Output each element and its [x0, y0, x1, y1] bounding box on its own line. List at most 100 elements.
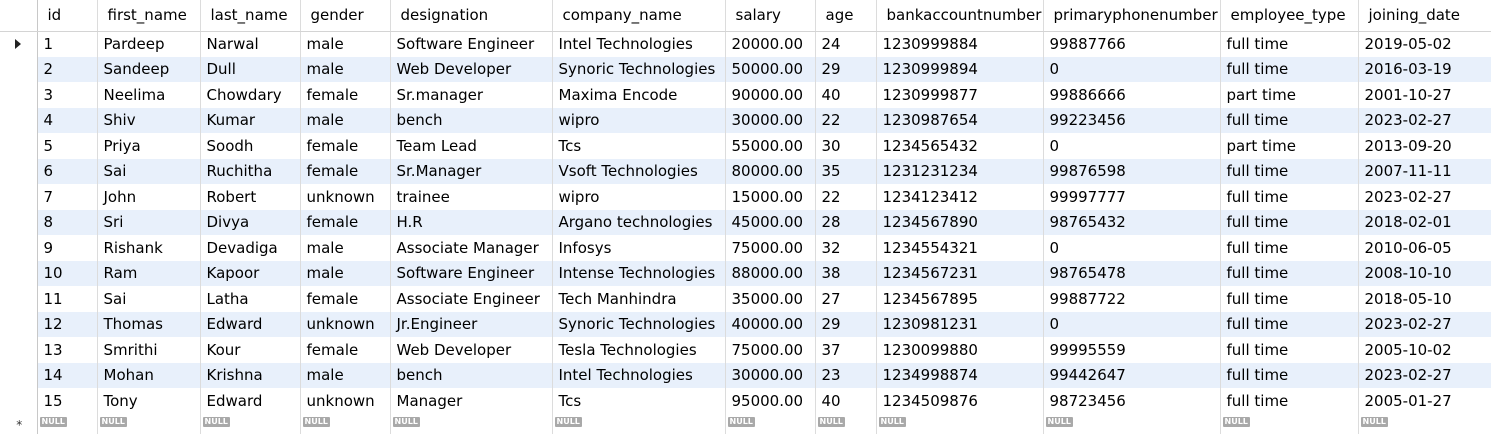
cell-primaryphonenumber[interactable]: 0 [1043, 56, 1221, 82]
cell-bankaccountnumber[interactable]: 1234567231 [876, 260, 1044, 286]
cell-last-name[interactable]: Soodh [200, 133, 301, 159]
cell-designation[interactable]: H.R [390, 209, 553, 235]
cell-first-name[interactable]: Sai [97, 286, 201, 312]
cell-bankaccountnumber[interactable]: 1231231234 [876, 158, 1044, 184]
cell-age[interactable]: 35 [815, 158, 877, 184]
row-selector[interactable] [0, 286, 38, 312]
cell-first-name[interactable]: Smrithi [97, 337, 201, 363]
cell-id[interactable]: 1 [37, 31, 98, 57]
cell-salary[interactable]: 90000.00 [725, 82, 816, 108]
cell-last-name[interactable]: Narwal [200, 31, 301, 57]
cell-id[interactable]: 4 [37, 107, 98, 133]
cell-age[interactable]: 29 [815, 56, 877, 82]
new-cell-age[interactable]: NULL [815, 413, 877, 434]
cell-bankaccountnumber[interactable]: 1230987654 [876, 107, 1044, 133]
new-cell-joining-date[interactable]: NULL [1358, 413, 1491, 434]
cell-first-name[interactable]: Thomas [97, 311, 201, 337]
cell-designation[interactable]: Sr.manager [390, 82, 553, 108]
cell-company-name[interactable]: wipro [552, 107, 726, 133]
cell-age[interactable]: 27 [815, 286, 877, 312]
table-row[interactable]: 15 Tony Edward unknown Manager Tcs 95000.00 40 1… [0, 388, 1491, 414]
new-cell-salary[interactable]: NULL [725, 413, 816, 434]
cell-gender[interactable]: male [300, 107, 391, 133]
cell-bankaccountnumber[interactable]: 1234565432 [876, 133, 1044, 159]
cell-company-name[interactable]: Tesla Technologies [552, 337, 726, 363]
cell-gender[interactable]: female [300, 82, 391, 108]
new-row[interactable]: * NULL NULL NULL NULL NULL NULL NULL NULL NULL NUL… [0, 413, 1491, 434]
cell-employee-type[interactable]: full time [1220, 107, 1359, 133]
new-cell-first-name[interactable]: NULL [97, 413, 201, 434]
table-row[interactable]: 9 Rishank Devadiga male Associate Manager Inf… [0, 235, 1491, 261]
table-row[interactable]: 3 Neelima Chowdary female Sr.manager Maxima E… [0, 82, 1491, 108]
column-header-last-name[interactable]: last_name [200, 0, 301, 32]
cell-first-name[interactable]: Ram [97, 260, 201, 286]
cell-age[interactable]: 22 [815, 107, 877, 133]
cell-designation[interactable]: Jr.Engineer [390, 311, 553, 337]
cell-salary[interactable]: 50000.00 [725, 56, 816, 82]
cell-primaryphonenumber[interactable]: 99876598 [1043, 158, 1221, 184]
cell-primaryphonenumber[interactable]: 98765432 [1043, 209, 1221, 235]
cell-id[interactable]: 8 [37, 209, 98, 235]
column-header-designation[interactable]: designation [390, 0, 553, 32]
cell-age[interactable]: 22 [815, 184, 877, 210]
cell-company-name[interactable]: Intel Technologies [552, 31, 726, 57]
cell-age[interactable]: 37 [815, 337, 877, 363]
cell-id[interactable]: 9 [37, 235, 98, 261]
cell-employee-type[interactable]: part time [1220, 82, 1359, 108]
column-header-primaryphonenumber[interactable]: primaryphonenumber [1043, 0, 1221, 32]
cell-salary[interactable]: 45000.00 [725, 209, 816, 235]
cell-bankaccountnumber[interactable]: 1234509876 [876, 388, 1044, 414]
cell-first-name[interactable]: Pardeep [97, 31, 201, 57]
cell-employee-type[interactable]: full time [1220, 362, 1359, 388]
cell-employee-type[interactable]: full time [1220, 184, 1359, 210]
cell-id[interactable]: 12 [37, 311, 98, 337]
cell-gender[interactable]: female [300, 209, 391, 235]
cell-id[interactable]: 15 [37, 388, 98, 414]
cell-employee-type[interactable]: full time [1220, 337, 1359, 363]
cell-first-name[interactable]: Rishank [97, 235, 201, 261]
table-row[interactable]: 10 Ram Kapoor male Software Engineer Intense … [0, 260, 1491, 286]
cell-first-name[interactable]: Neelima [97, 82, 201, 108]
cell-gender[interactable]: unknown [300, 184, 391, 210]
table-row[interactable]: 2 Sandeep Dull male Web Developer Synoric Tec… [0, 56, 1491, 82]
cell-joining-date[interactable]: 2018-05-10 [1358, 286, 1491, 312]
cell-last-name[interactable]: Kour [200, 337, 301, 363]
cell-joining-date[interactable]: 2005-10-02 [1358, 337, 1491, 363]
row-selector[interactable] [0, 82, 38, 108]
table-row[interactable]: 1 Pardeep Narwal male Software Engineer Intel… [0, 31, 1491, 57]
row-selector[interactable] [0, 362, 38, 388]
row-selector-header[interactable] [0, 0, 38, 32]
cell-employee-type[interactable]: part time [1220, 133, 1359, 159]
column-header-bankaccountnumber[interactable]: bankaccountnumber [876, 0, 1044, 32]
table-row[interactable]: 13 Smrithi Kour female Web Developer Tesla Te… [0, 337, 1491, 363]
cell-last-name[interactable]: Ruchitha [200, 158, 301, 184]
cell-company-name[interactable]: Infosys [552, 235, 726, 261]
cell-age[interactable]: 30 [815, 133, 877, 159]
cell-id[interactable]: 6 [37, 158, 98, 184]
cell-primaryphonenumber[interactable]: 98723456 [1043, 388, 1221, 414]
cell-designation[interactable]: Manager [390, 388, 553, 414]
table-row[interactable]: 7 John Robert unknown trainee wipro 15000.00 22… [0, 184, 1491, 210]
cell-bankaccountnumber[interactable]: 1234998874 [876, 362, 1044, 388]
cell-salary[interactable]: 80000.00 [725, 158, 816, 184]
cell-salary[interactable]: 20000.00 [725, 31, 816, 57]
new-cell-company-name[interactable]: NULL [552, 413, 726, 434]
cell-bankaccountnumber[interactable]: 1234554321 [876, 235, 1044, 261]
cell-age[interactable]: 24 [815, 31, 877, 57]
new-cell-id[interactable]: NULL [37, 413, 98, 434]
cell-company-name[interactable]: Synoric Technologies [552, 56, 726, 82]
cell-joining-date[interactable]: 2023-02-27 [1358, 184, 1491, 210]
cell-employee-type[interactable]: full time [1220, 311, 1359, 337]
new-cell-primaryphonenumber[interactable]: NULL [1043, 413, 1221, 434]
cell-designation[interactable]: Associate Manager [390, 235, 553, 261]
cell-salary[interactable]: 88000.00 [725, 260, 816, 286]
cell-designation[interactable]: Software Engineer [390, 31, 553, 57]
cell-company-name[interactable]: Intel Technologies [552, 362, 726, 388]
cell-first-name[interactable]: Sandeep [97, 56, 201, 82]
cell-joining-date[interactable]: 2023-02-27 [1358, 362, 1491, 388]
cell-age[interactable]: 29 [815, 311, 877, 337]
column-header-age[interactable]: age [815, 0, 877, 32]
cell-designation[interactable]: Associate Engineer [390, 286, 553, 312]
table-row[interactable]: 14 Mohan Krishna male bench Intel Technologie… [0, 362, 1491, 388]
cell-age[interactable]: 23 [815, 362, 877, 388]
